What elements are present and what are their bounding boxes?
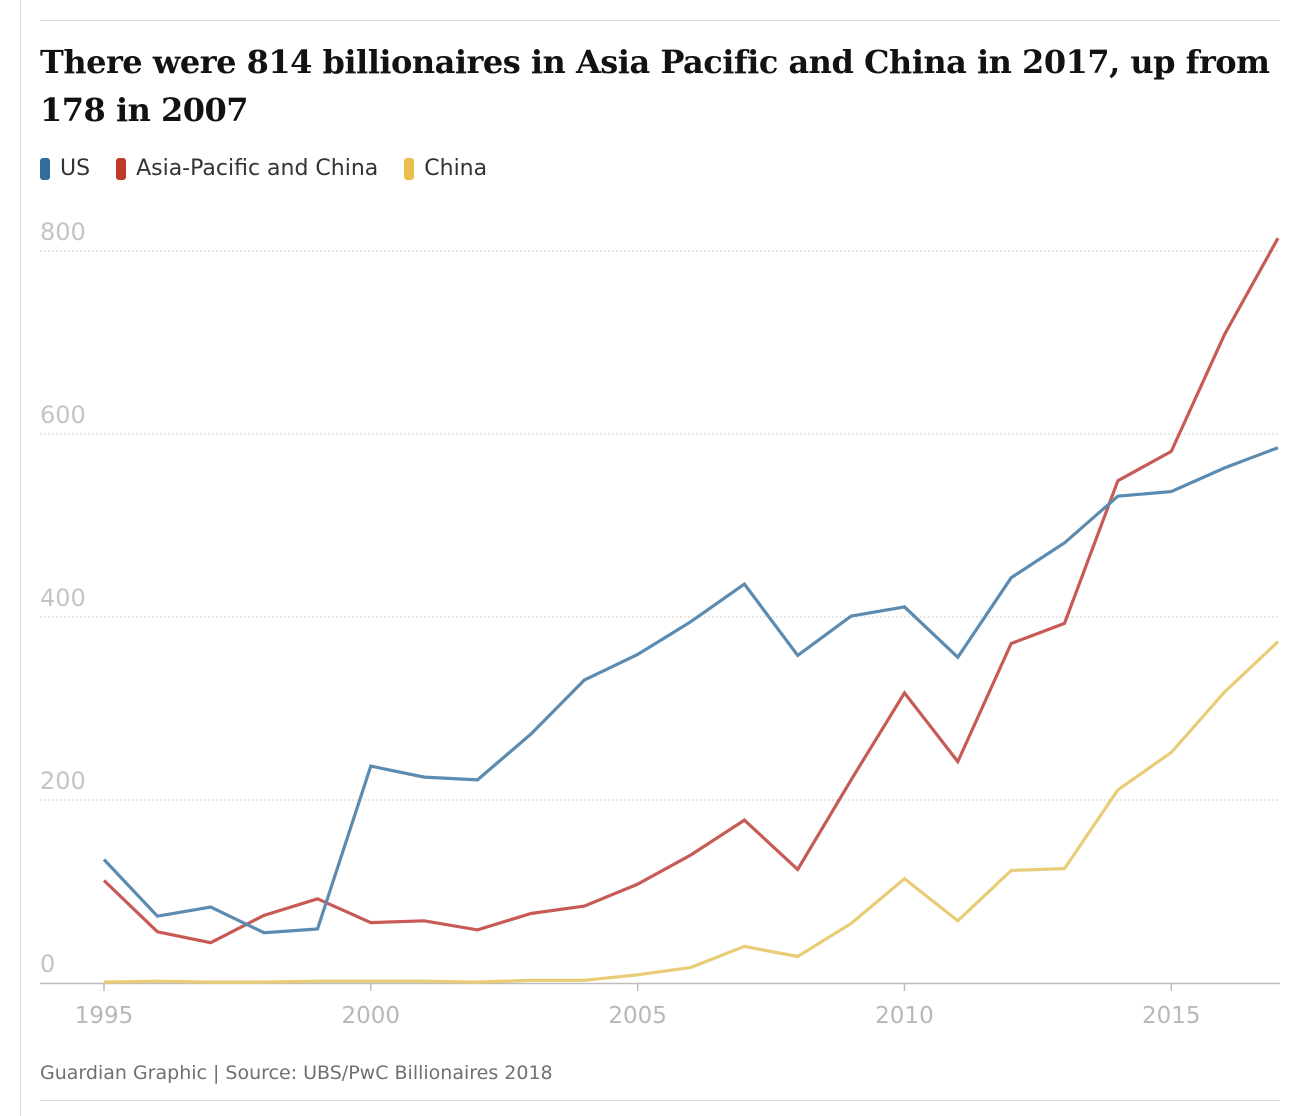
frame-left-border bbox=[20, 0, 21, 1116]
series-line-china bbox=[103, 640, 1280, 984]
legend: US Asia-Pacific and China China bbox=[40, 156, 513, 181]
x-tick-label-2015: 2015 bbox=[1142, 1003, 1201, 1029]
y-tick-label-400: 400 bbox=[40, 584, 86, 612]
y-tick-label-0: 0 bbox=[40, 950, 55, 978]
series-lines bbox=[102, 237, 1280, 984]
legend-label-us: US bbox=[60, 156, 91, 181]
source-note: Guardian Graphic | Source: UBS/PwC Billi… bbox=[40, 1062, 553, 1084]
legend-label-asia-pacific-and-china: Asia-Pacific and China bbox=[136, 156, 379, 181]
y-tick-label-800: 800 bbox=[40, 218, 86, 246]
y-axis-ticks: 0 200 400 600 800 bbox=[40, 218, 86, 978]
x-tick-label-2005: 2005 bbox=[608, 1003, 667, 1029]
chart-title: There were 814 billionaires in Asia Paci… bbox=[40, 43, 1270, 129]
legend-label-china: China bbox=[424, 156, 488, 181]
legend-item-asia-pacific-and-china: Asia-Pacific and China bbox=[116, 156, 378, 181]
legend-swatch-us bbox=[40, 157, 50, 180]
series-line-us bbox=[102, 446, 1279, 935]
legend-swatch-china bbox=[404, 157, 415, 180]
top-rule bbox=[40, 20, 1280, 21]
y-tick-label-200: 200 bbox=[40, 767, 86, 795]
gridlines bbox=[40, 250, 1280, 801]
series-line-asia-pacific-and-china bbox=[102, 237, 1280, 945]
x-axis-ticks: 1995 2000 2005 2010 2015 bbox=[75, 983, 1201, 1029]
bottom-rule bbox=[40, 1100, 1280, 1101]
y-tick-label-600: 600 bbox=[40, 401, 86, 429]
x-tick-label-1995: 1995 bbox=[75, 1003, 134, 1029]
legend-item-us: US bbox=[40, 156, 90, 181]
x-tick-label-2000: 2000 bbox=[342, 1003, 401, 1029]
x-tick-label-2010: 2010 bbox=[875, 1003, 934, 1029]
legend-item-china: China bbox=[404, 156, 487, 181]
legend-swatch-asia-pacific-and-china bbox=[116, 157, 127, 180]
